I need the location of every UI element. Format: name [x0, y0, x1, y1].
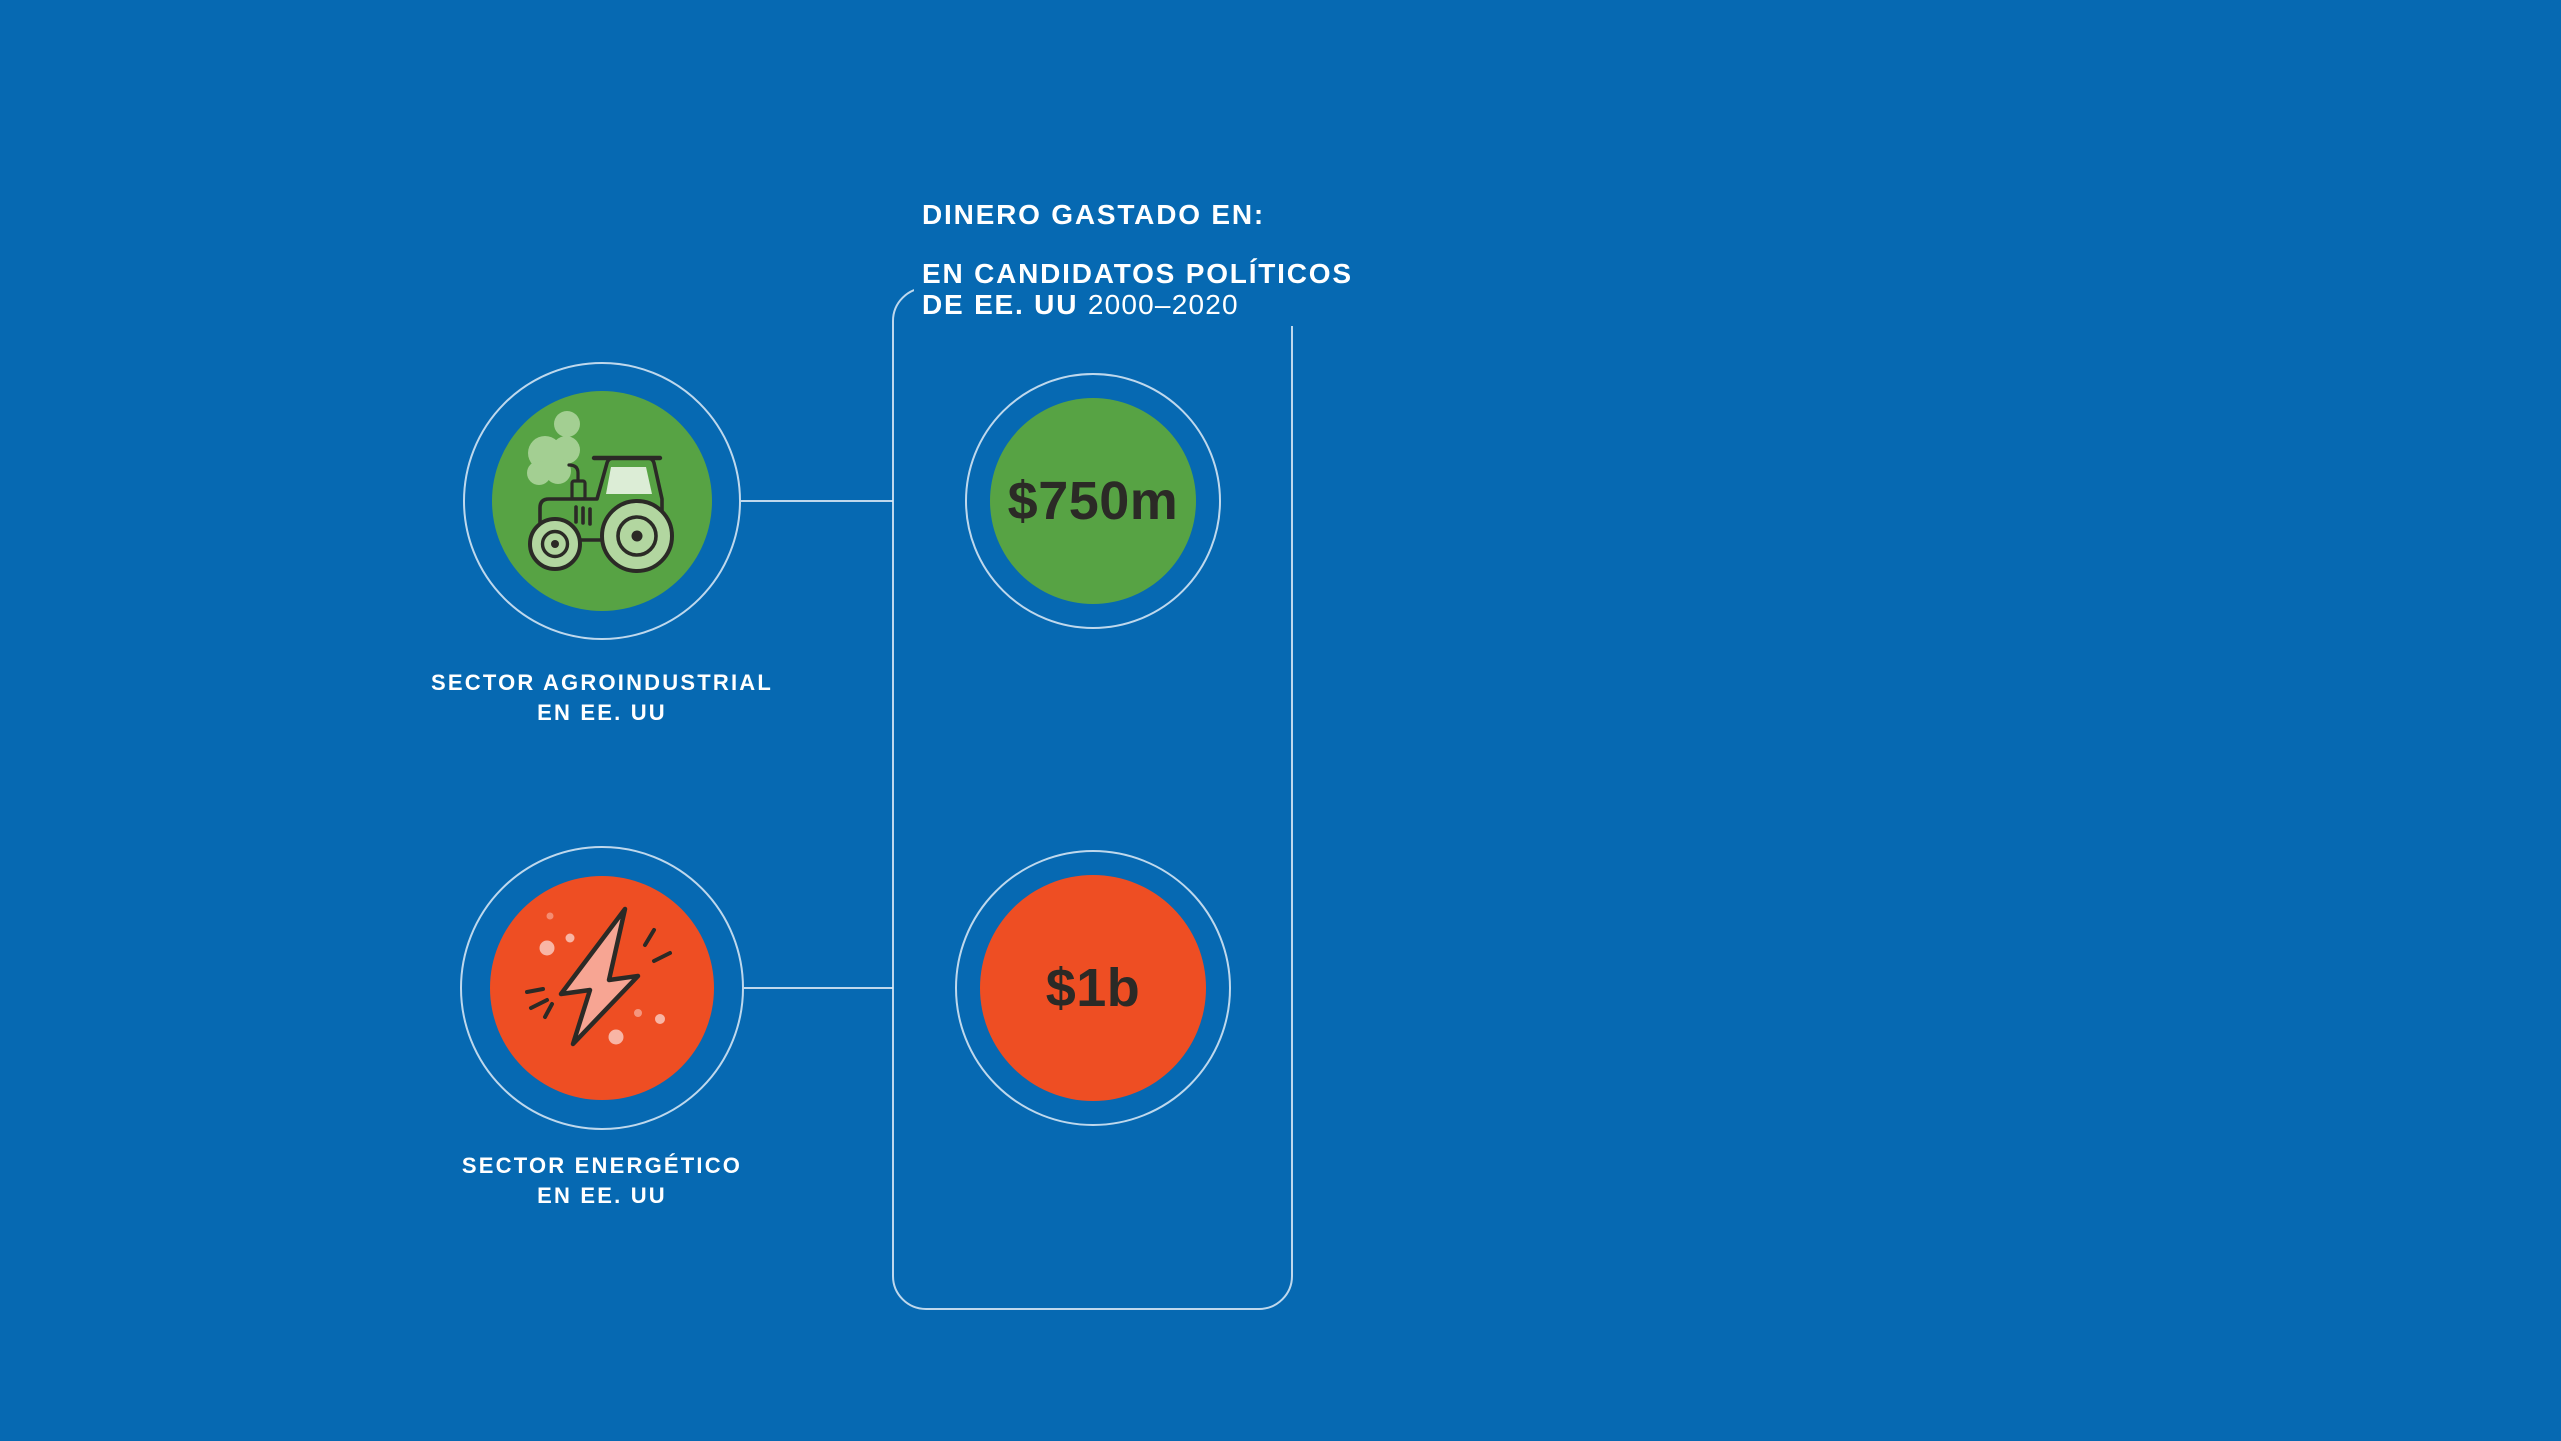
tractor-icon [527, 411, 674, 573]
subtitle-region: DE EE. UU [922, 289, 1079, 320]
agro-amount-ring [965, 373, 1221, 629]
energy-amount-circle: $1b [980, 875, 1206, 1101]
connector-line-agro [741, 500, 893, 502]
agro-label-line-1: SECTOR AGROINDUSTRIAL [431, 670, 773, 695]
energy-amount-ring [955, 850, 1231, 1126]
agro-sector-label: SECTOR AGROINDUSTRIAL EN EE. UU [342, 668, 862, 728]
energy-sector-label: SECTOR ENERGÉTICO EN EE. UU [342, 1151, 862, 1211]
header-kicker: DINERO GASTADO EN: [922, 199, 1265, 230]
agro-label-line-2: EN EE. UU [537, 700, 667, 725]
energy-amount-value: $1b [1045, 958, 1141, 1018]
energy-label-line-2: EN EE. UU [537, 1183, 667, 1208]
subtitle-years: 2000–2020 [1087, 289, 1239, 320]
connector-line-energy [744, 987, 893, 989]
energy-outer-ring [460, 846, 744, 1130]
subtitle-line-1: EN CANDIDATOS POLÍTICOS [922, 258, 1353, 289]
agro-amount-value: $750m [1007, 471, 1179, 531]
energy-label-line-1: SECTOR ENERGÉTICO [461, 1153, 743, 1178]
header-subtitle: EN CANDIDATOS POLÍTICOS DE EE. UU 2000–2… [914, 254, 1361, 326]
subtitle-line-2: DE EE. UU 2000–2020 [922, 289, 1353, 320]
agro-amount-circle: $750m [990, 398, 1196, 604]
lightning-icon [525, 906, 672, 1047]
agro-outer-ring [463, 362, 741, 640]
